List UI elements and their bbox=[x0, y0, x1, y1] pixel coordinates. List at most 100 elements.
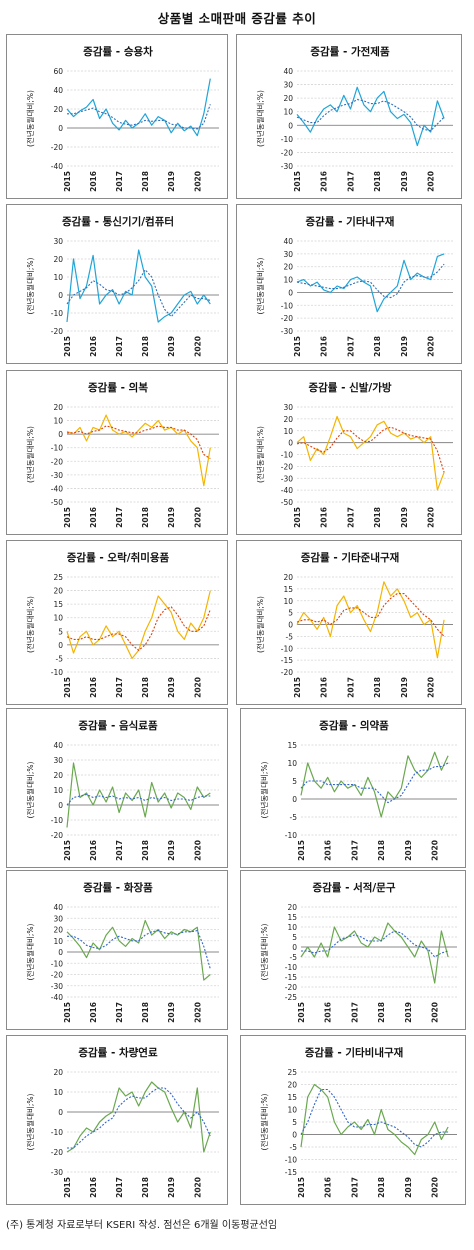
y-tick-label: 20 bbox=[53, 926, 63, 935]
y-tick-label: -30 bbox=[51, 1168, 63, 1177]
y-tick-label: -40 bbox=[51, 162, 63, 171]
y-axis-label: (전년동월대비;%) bbox=[25, 90, 35, 147]
y-tick-label: 15 bbox=[287, 741, 297, 750]
y-axis-label: (전년동월대비;%) bbox=[25, 426, 35, 483]
x-tick-label: 2017 bbox=[346, 336, 355, 357]
x-tick-label: 2018 bbox=[377, 1177, 386, 1198]
x-tick-label: 2018 bbox=[373, 336, 382, 357]
y-tick-label: -20 bbox=[51, 327, 63, 336]
x-tick-label: 2016 bbox=[89, 336, 98, 357]
chart-title: 증감률 - 기타비내구재 bbox=[305, 1046, 404, 1059]
y-tick-label: -25 bbox=[285, 993, 297, 1002]
moving-average-line bbox=[67, 1087, 211, 1149]
y-tick-label: 0 bbox=[288, 121, 293, 130]
x-tick-label: 2017 bbox=[115, 1177, 124, 1198]
y-tick-label: -10 bbox=[281, 451, 293, 460]
x-tick-label: 2015 bbox=[63, 507, 72, 528]
y-tick-label: -10 bbox=[281, 135, 293, 144]
y-tick-label: 20 bbox=[53, 255, 63, 264]
y-axis-label: (전년동월대비;%) bbox=[25, 923, 35, 980]
y-tick-label: -30 bbox=[281, 162, 293, 171]
x-tick-label: 2016 bbox=[320, 507, 329, 528]
y-tick-label: -5 bbox=[290, 953, 298, 962]
y-tick-label: -10 bbox=[281, 644, 293, 653]
y-tick-label: 20 bbox=[283, 263, 293, 272]
y-tick-label: 25 bbox=[53, 573, 63, 582]
chart-svg: 증감률 - 통신기기/컴퓨터(전년동월대비;%)3020100-10-20201… bbox=[25, 215, 219, 357]
series-line bbox=[296, 415, 445, 491]
y-tick-label: -15 bbox=[285, 973, 297, 982]
x-tick-label: 2019 bbox=[404, 1177, 413, 1198]
y-tick-label: 0 bbox=[58, 801, 63, 810]
y-tick-label: 0 bbox=[288, 621, 293, 630]
x-tick-label: 2019 bbox=[400, 336, 409, 357]
x-tick-label: 2020 bbox=[427, 171, 436, 192]
y-tick-label: -30 bbox=[281, 327, 293, 336]
moving-average-line bbox=[296, 426, 445, 473]
x-tick-label: 2019 bbox=[404, 1002, 413, 1023]
chart-svg: 증감률 - 서적/문구(전년동월대비;%)20151050-5-10-15-20… bbox=[259, 881, 457, 1023]
moving-average-line bbox=[67, 930, 211, 970]
moving-average-line bbox=[296, 98, 445, 132]
chart-panel: 증감률 - 의약품 (전년동월대비;%) 15 10 5 0 -5 -10 2015 2016 20… bbox=[240, 708, 466, 868]
series-line bbox=[66, 78, 211, 137]
y-tick-label: 0 bbox=[58, 1108, 63, 1117]
y-tick-label: -15 bbox=[281, 656, 293, 665]
x-tick-label: 2019 bbox=[167, 677, 176, 698]
x-tick-label: 2018 bbox=[373, 171, 382, 192]
x-tick-label: 2015 bbox=[63, 677, 72, 698]
x-tick-label: 2020 bbox=[193, 677, 202, 698]
x-tick-label: 2019 bbox=[400, 677, 409, 698]
x-tick-label: 2019 bbox=[167, 840, 176, 861]
chart-title: 증감률 - 통신기기/컴퓨터 bbox=[62, 215, 174, 228]
x-tick-label: 2015 bbox=[63, 1177, 72, 1198]
y-tick-label: 10 bbox=[53, 1088, 63, 1097]
moving-average-line bbox=[301, 930, 449, 958]
y-tick-label: -20 bbox=[51, 143, 63, 152]
x-tick-label: 2017 bbox=[115, 171, 124, 192]
chart-panel: 증감률 - 기타준내구재 (전년동월대비;%) 20 15 10 5 0 -5 -10 -15 -2… bbox=[236, 540, 462, 705]
moving-average-line bbox=[67, 104, 211, 130]
y-axis-label: (전년동월대비;%) bbox=[255, 426, 265, 483]
chart-svg: 증감률 - 기타내구재(전년동월대비;%)403020100-10-20-302… bbox=[255, 215, 453, 357]
y-tick-label: 0 bbox=[292, 795, 297, 804]
y-axis-label: (전년동월대비;%) bbox=[259, 923, 269, 980]
y-tick-label: -15 bbox=[285, 1168, 297, 1177]
y-tick-label: 40 bbox=[283, 67, 293, 76]
y-tick-label: 40 bbox=[53, 86, 63, 95]
y-axis-label: (전년동월대비;%) bbox=[25, 257, 35, 314]
x-tick-label: 2018 bbox=[141, 507, 150, 528]
y-tick-label: -5 bbox=[290, 1143, 298, 1152]
x-tick-label: 2017 bbox=[346, 507, 355, 528]
y-tick-label: 15 bbox=[287, 913, 297, 922]
x-tick-label: 2016 bbox=[89, 507, 98, 528]
y-tick-label: -10 bbox=[51, 668, 63, 677]
series-line bbox=[66, 919, 211, 981]
y-tick-label: 10 bbox=[283, 427, 293, 436]
y-tick-label: 10 bbox=[287, 759, 297, 768]
y-tick-label: 0 bbox=[58, 124, 63, 133]
y-tick-label: 20 bbox=[283, 415, 293, 424]
y-tick-label: 0 bbox=[58, 430, 63, 439]
chart-svg: 증감률 - 가전제품(전년동월대비;%)403020100-10-20-3020… bbox=[255, 45, 453, 192]
y-tick-label: -30 bbox=[51, 982, 63, 991]
x-tick-label: 2019 bbox=[167, 171, 176, 192]
y-tick-label: 20 bbox=[53, 403, 63, 412]
x-tick-label: 2015 bbox=[293, 171, 302, 192]
x-tick-label: 2015 bbox=[297, 840, 306, 861]
x-tick-label: 2017 bbox=[350, 1177, 359, 1198]
y-axis-label: (전년동월대비;%) bbox=[25, 1093, 35, 1150]
chart-panel: 증감률 - 가전제품 (전년동월대비;%) 40 30 20 10 0 -10 -20 -30 20… bbox=[236, 34, 462, 199]
x-tick-label: 2016 bbox=[89, 840, 98, 861]
x-tick-label: 2016 bbox=[324, 1177, 333, 1198]
x-tick-label: 2018 bbox=[373, 677, 382, 698]
y-tick-label: 20 bbox=[53, 1068, 63, 1077]
moving-average-line bbox=[66, 606, 211, 651]
x-tick-label: 2019 bbox=[167, 507, 176, 528]
series-line bbox=[300, 922, 449, 984]
x-tick-label: 2017 bbox=[350, 840, 359, 861]
x-tick-label: 2020 bbox=[193, 336, 202, 357]
